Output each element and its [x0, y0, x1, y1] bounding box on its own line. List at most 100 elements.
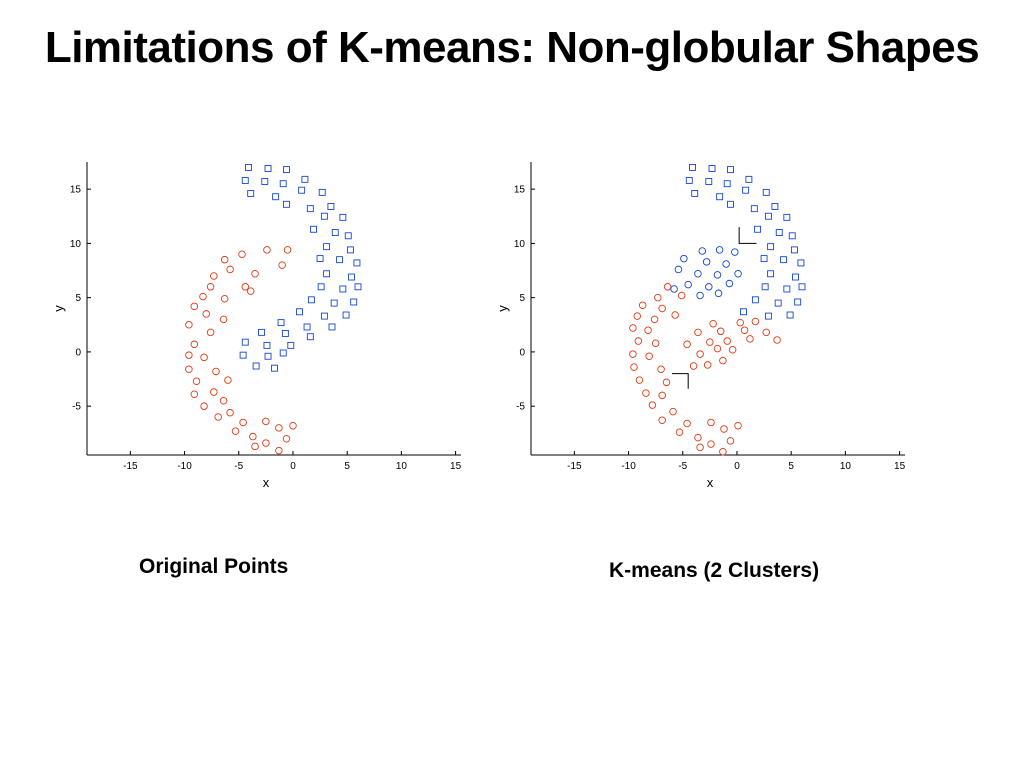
data-point-square	[348, 273, 355, 281]
data-point-square	[263, 341, 271, 349]
data-point-square	[353, 259, 361, 267]
data-point-square	[264, 165, 272, 172]
data-point-circle	[185, 351, 193, 359]
data-point-circle	[663, 283, 672, 291]
data-point-circle	[746, 335, 754, 343]
data-point-square	[283, 166, 290, 174]
y-axis-label: y	[495, 305, 510, 312]
data-point-circle	[694, 270, 702, 278]
slide-title: Limitations of K-means: Non-globular Sha…	[44, 23, 980, 72]
x-tick-label: 0	[290, 461, 296, 472]
y-tick-label: 15	[70, 185, 82, 196]
data-point-square	[241, 176, 249, 184]
data-point-square	[318, 188, 326, 196]
data-point-circle	[190, 302, 199, 311]
data-point-circle	[185, 321, 193, 329]
centroid-path-line	[738, 227, 757, 244]
data-point-square	[252, 362, 260, 370]
data-point-circle	[220, 255, 229, 264]
data-point-square	[327, 203, 335, 210]
data-point-circle	[707, 418, 715, 427]
data-point-circle	[669, 407, 677, 416]
data-point-square	[354, 283, 362, 291]
data-point-circle	[773, 336, 781, 344]
x-tick-label: 5	[788, 461, 794, 472]
data-point-square	[283, 200, 290, 208]
data-point-square	[303, 323, 311, 331]
y-tick-label: 15	[514, 185, 526, 196]
x-tick-label: -15	[567, 461, 582, 472]
data-point-circle	[713, 271, 722, 279]
data-point-circle	[674, 265, 683, 274]
data-point-square	[780, 256, 788, 264]
data-point-circle	[199, 292, 207, 301]
data-point-circle	[226, 408, 234, 417]
data-point-circle	[725, 279, 734, 288]
data-point-circle	[275, 424, 283, 432]
data-point-circle	[684, 280, 692, 289]
data-point-square	[330, 299, 338, 307]
data-point-square	[708, 165, 716, 172]
data-point-circle	[709, 319, 717, 328]
data-point-circle	[714, 289, 723, 298]
data-point-square	[691, 190, 699, 197]
data-point-circle	[720, 425, 728, 433]
x-tick-label: -10	[177, 461, 192, 472]
data-point-circle	[283, 246, 292, 254]
data-point-square	[727, 166, 734, 174]
data-point-circle	[658, 304, 666, 313]
data-point-circle	[238, 250, 246, 258]
data-point-square	[723, 180, 731, 188]
data-point-square	[336, 256, 344, 264]
data-point-circle	[654, 293, 662, 302]
data-point-square	[788, 232, 796, 240]
data-point-circle	[751, 317, 760, 326]
data-point-circle	[734, 421, 742, 430]
data-point-square	[342, 311, 350, 319]
data-point-square	[306, 205, 314, 213]
x-tick-label: 10	[396, 461, 408, 472]
data-point-square	[264, 352, 272, 360]
data-point-square	[317, 283, 325, 291]
data-point-circle	[671, 311, 679, 319]
data-point-circle	[719, 356, 727, 365]
data-point-circle	[703, 361, 712, 369]
data-point-circle	[716, 327, 725, 336]
data-point-circle	[202, 310, 210, 318]
data-point-square	[786, 311, 794, 319]
caption-kmeans: K-means (2 Clusters)	[609, 559, 820, 582]
data-point-circle	[731, 248, 739, 256]
data-point-square	[761, 283, 769, 291]
data-point-circle	[740, 326, 749, 334]
data-point-square	[792, 273, 799, 281]
data-point-square	[281, 330, 289, 337]
data-point-circle	[634, 337, 643, 345]
data-point-square	[339, 213, 347, 221]
data-point-square	[258, 328, 265, 336]
data-point-circle	[630, 363, 638, 371]
data-point-circle	[728, 345, 737, 354]
data-point-circle	[680, 254, 688, 263]
data-point-circle	[713, 344, 722, 353]
data-point-circle	[658, 391, 666, 400]
data-point-square	[767, 243, 775, 251]
data-point-square	[727, 200, 734, 208]
x-tick-label: 10	[840, 461, 852, 472]
data-point-square	[287, 341, 295, 349]
data-point-circle	[210, 388, 218, 396]
data-point-square	[307, 296, 315, 304]
data-point-square	[751, 296, 759, 304]
data-point-square	[742, 186, 750, 194]
data-point-circle	[200, 402, 208, 410]
data-point-square	[261, 178, 269, 185]
data-point-square	[745, 175, 753, 183]
y-tick-label: 0	[75, 347, 81, 358]
data-point-square	[346, 246, 354, 254]
data-point-square	[320, 212, 328, 220]
plot-original-points: -15 -10 -5 0 5 10 15 -5 0 5 10 15 x y	[51, 162, 462, 490]
data-point-circle	[262, 417, 270, 426]
data-point-circle	[645, 352, 653, 360]
data-point-square	[350, 298, 358, 306]
data-point-circle	[702, 258, 711, 266]
data-point-square	[685, 176, 693, 184]
